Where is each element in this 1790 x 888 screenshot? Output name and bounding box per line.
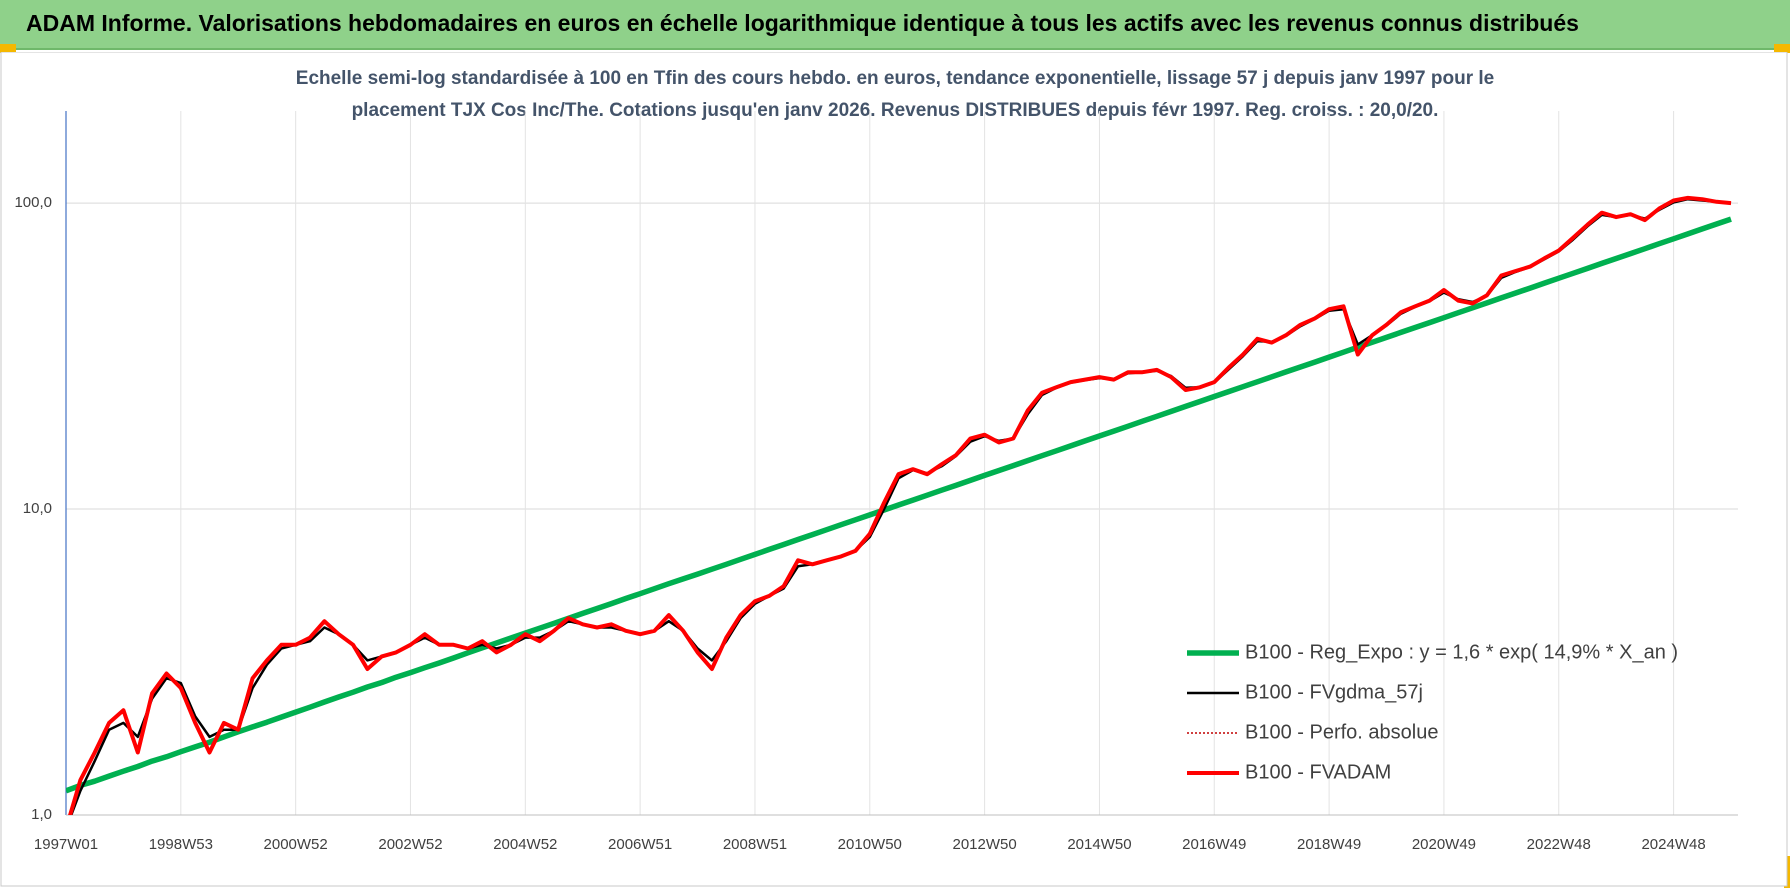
- subtitle: Echelle semi-log standardisée à 100 en T…: [296, 68, 1494, 89]
- legend-label: B100 - Reg_Expo : y = 1,6 * exp( 14,9% *…: [1245, 641, 1678, 663]
- corner: [0, 44, 16, 53]
- x-tick-label: 2024W48: [1641, 836, 1705, 853]
- title-bar: ADAM Informe. Valorisations hebdomadaire…: [0, 0, 1790, 50]
- subtitle: placement TJX Cos Inc/The. Cotations jus…: [352, 100, 1439, 121]
- series-line: [68, 195, 1732, 815]
- corner: [1774, 44, 1790, 53]
- title: ADAM Informe. Valorisations hebdomadaire…: [26, 10, 1579, 36]
- x-tick-label: 2018W49: [1297, 836, 1361, 853]
- x-tick-label: 2020W49: [1412, 836, 1476, 853]
- x-tick-label: 2000W52: [264, 836, 328, 853]
- x-tick-label: 2006W51: [608, 836, 672, 853]
- legend-label: B100 - FVADAM: [1245, 761, 1391, 783]
- series-line: [66, 216, 1732, 794]
- x-tick-label: 2014W50: [1067, 836, 1131, 853]
- x-tick-label: 2012W50: [953, 836, 1017, 853]
- y-tick-label: 100,0: [14, 194, 52, 211]
- y-tick-label: 1,0: [31, 806, 52, 823]
- y-tick-label: 10,0: [23, 500, 52, 517]
- chart: Echelle semi-log standardisée à 100 en T…: [0, 52, 1788, 887]
- x-tick-label: 2010W50: [838, 836, 902, 853]
- x-tick-label: 2004W52: [493, 836, 557, 853]
- x-tick-label: 2002W52: [378, 836, 442, 853]
- x-tick-label: 1997W01: [34, 836, 98, 853]
- chart-frame: [0, 52, 1788, 887]
- x-tick-label: 1998W53: [149, 836, 213, 853]
- x-tick-label: 2022W48: [1527, 836, 1591, 853]
- legend-label: B100 - FVgdma_57j: [1245, 681, 1423, 703]
- x-tick-label: 2008W51: [723, 836, 787, 853]
- x-tick-label: 2016W49: [1182, 836, 1246, 853]
- legend-label: B100 - Perfo. absolue: [1245, 721, 1438, 743]
